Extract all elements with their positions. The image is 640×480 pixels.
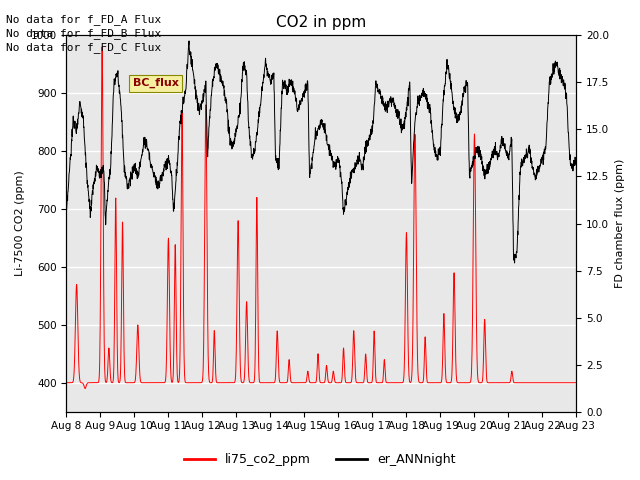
Y-axis label: FD chamber flux (ppm): FD chamber flux (ppm) xyxy=(615,159,625,288)
er_ANNnight xyxy=(205,124,212,130)
li75_co2_ppm xyxy=(98,44,106,50)
er_ANNnight xyxy=(511,260,518,266)
li75_co2_ppm xyxy=(470,176,477,182)
Text: No data for f_FD_C Flux: No data for f_FD_C Flux xyxy=(6,42,162,53)
li75_co2_ppm xyxy=(63,380,70,385)
Text: BC_flux: BC_flux xyxy=(132,78,179,88)
li75_co2_ppm xyxy=(337,380,344,385)
li75_co2_ppm xyxy=(573,380,580,385)
Line: er_ANNnight: er_ANNnight xyxy=(67,41,577,263)
er_ANNnight xyxy=(348,176,355,181)
er_ANNnight xyxy=(185,38,193,44)
er_ANNnight xyxy=(542,141,550,146)
Y-axis label: Li-7500 CO2 (ppm): Li-7500 CO2 (ppm) xyxy=(15,170,25,276)
er_ANNnight xyxy=(336,163,344,168)
er_ANNnight xyxy=(63,206,70,212)
li75_co2_ppm xyxy=(528,380,536,385)
Line: li75_co2_ppm: li75_co2_ppm xyxy=(67,47,577,388)
li75_co2_ppm xyxy=(81,385,89,391)
Text: No data for f_FD_B Flux: No data for f_FD_B Flux xyxy=(6,28,162,39)
er_ANNnight xyxy=(573,159,580,165)
li75_co2_ppm xyxy=(205,377,213,383)
li75_co2_ppm xyxy=(348,379,355,384)
Legend: li75_co2_ppm, er_ANNnight: li75_co2_ppm, er_ANNnight xyxy=(179,448,461,471)
er_ANNnight xyxy=(470,160,477,166)
li75_co2_ppm xyxy=(542,380,550,385)
er_ANNnight xyxy=(528,158,536,164)
Title: CO2 in ppm: CO2 in ppm xyxy=(276,15,367,30)
Text: No data for f_FD_A Flux: No data for f_FD_A Flux xyxy=(6,13,162,24)
